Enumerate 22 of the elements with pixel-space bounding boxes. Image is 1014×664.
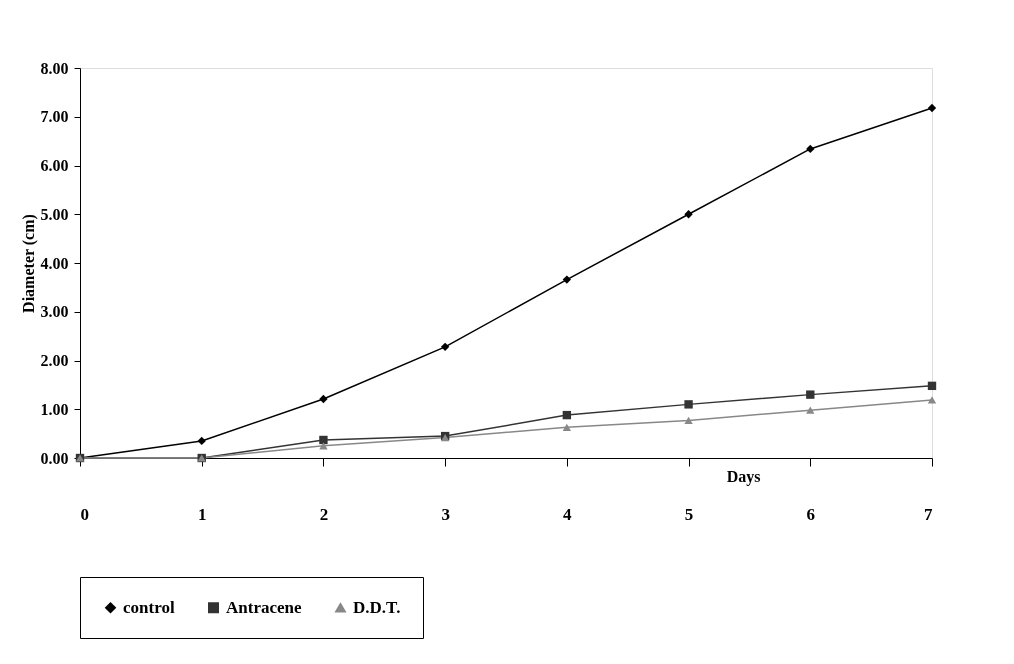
y-tick-label: 2.00 — [40, 352, 69, 369]
legend-label: D.D.T. — [353, 597, 401, 617]
x-tick-label: 7 — [924, 504, 933, 524]
x-tick-label: 1 — [197, 504, 207, 524]
y-tick-label: 3.00 — [40, 303, 69, 321]
y-tick-label: 8.00 — [40, 59, 69, 77]
y-axis-title: Diameter (cm) — [19, 214, 38, 313]
legend-label: Antracene — [226, 597, 302, 617]
x-tick-label: 0 — [80, 504, 89, 524]
y-tick-label: 7.00 — [40, 108, 69, 126]
x-tick-label: 4 — [563, 504, 573, 524]
x-tick-label: 2 — [319, 504, 329, 524]
x-tick-label: 3 — [441, 504, 450, 524]
x-axis-title: Days — [726, 467, 761, 486]
y-tick-label: 5.00 — [40, 205, 69, 223]
y-tick-label: 4.00 — [40, 254, 69, 272]
legend-label: control — [123, 597, 175, 617]
x-tick-label: 6 — [806, 504, 816, 524]
y-tick-label: 0.00 — [40, 449, 69, 467]
y-tick-label: 1.00 — [40, 400, 69, 418]
y-tick-label: 6.00 — [40, 157, 69, 174]
x-tick-label: 5 — [684, 504, 694, 524]
